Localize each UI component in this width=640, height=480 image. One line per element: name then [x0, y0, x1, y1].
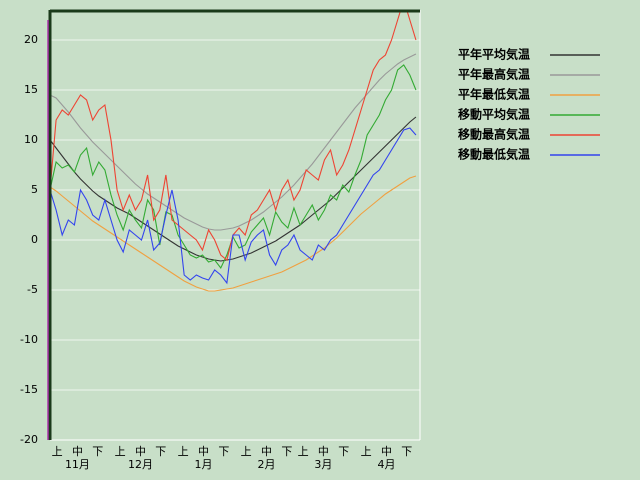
legend-label: 平年平均気温: [458, 47, 530, 62]
y-tick-label: -15: [20, 383, 38, 396]
x-tick-label: 上: [241, 445, 252, 458]
x-tick-label: 下: [218, 445, 229, 458]
y-tick-label: -5: [27, 283, 38, 296]
month-label: 4月: [377, 458, 395, 471]
series-line: [50, 127, 417, 285]
x-tick-label: 上: [52, 445, 63, 458]
month-label: 12月: [128, 458, 153, 471]
y-tick-label: 20: [24, 33, 38, 46]
x-tick-label: 中: [72, 445, 83, 458]
y-tick-label: 5: [31, 183, 38, 196]
plot-area: [50, 10, 420, 440]
x-tick-label: 中: [381, 445, 392, 458]
series-group: [50, 10, 417, 292]
x-tick-label: 中: [198, 445, 209, 458]
month-label: 11月: [65, 458, 90, 471]
x-tick-label: 下: [92, 445, 103, 458]
x-tick-label: 下: [401, 445, 412, 458]
legend-label: 移動最高気温: [458, 127, 530, 142]
legend-label: 平年最高気温: [458, 67, 530, 82]
x-tick-label: 中: [135, 445, 146, 458]
month-label: 3月: [314, 458, 332, 471]
x-tick-label: 上: [178, 445, 189, 458]
y-tick-label: -20: [20, 433, 38, 446]
series-line: [50, 175, 417, 292]
month-label: 2月: [258, 458, 276, 471]
x-tick-label: 下: [281, 445, 292, 458]
x-tick-label: 上: [298, 445, 309, 458]
x-tick-label: 下: [338, 445, 349, 458]
y-tick-label: 0: [31, 233, 38, 246]
month-label: 1月: [194, 458, 212, 471]
y-tick-label: -10: [20, 333, 38, 346]
x-tick-label: 上: [361, 445, 372, 458]
x-tick-label: 中: [261, 445, 272, 458]
y-tick-label: 15: [24, 83, 38, 96]
legend-label: 移動最低気温: [458, 147, 530, 162]
x-tick-label: 中: [318, 445, 329, 458]
legend-label: 平年最低気温: [458, 87, 530, 102]
x-tick-label: 上: [115, 445, 126, 458]
x-tick-label: 下: [155, 445, 166, 458]
legend-label: 移動平均気温: [458, 107, 530, 122]
series-line: [50, 53, 417, 231]
y-tick-label: 10: [24, 133, 38, 146]
